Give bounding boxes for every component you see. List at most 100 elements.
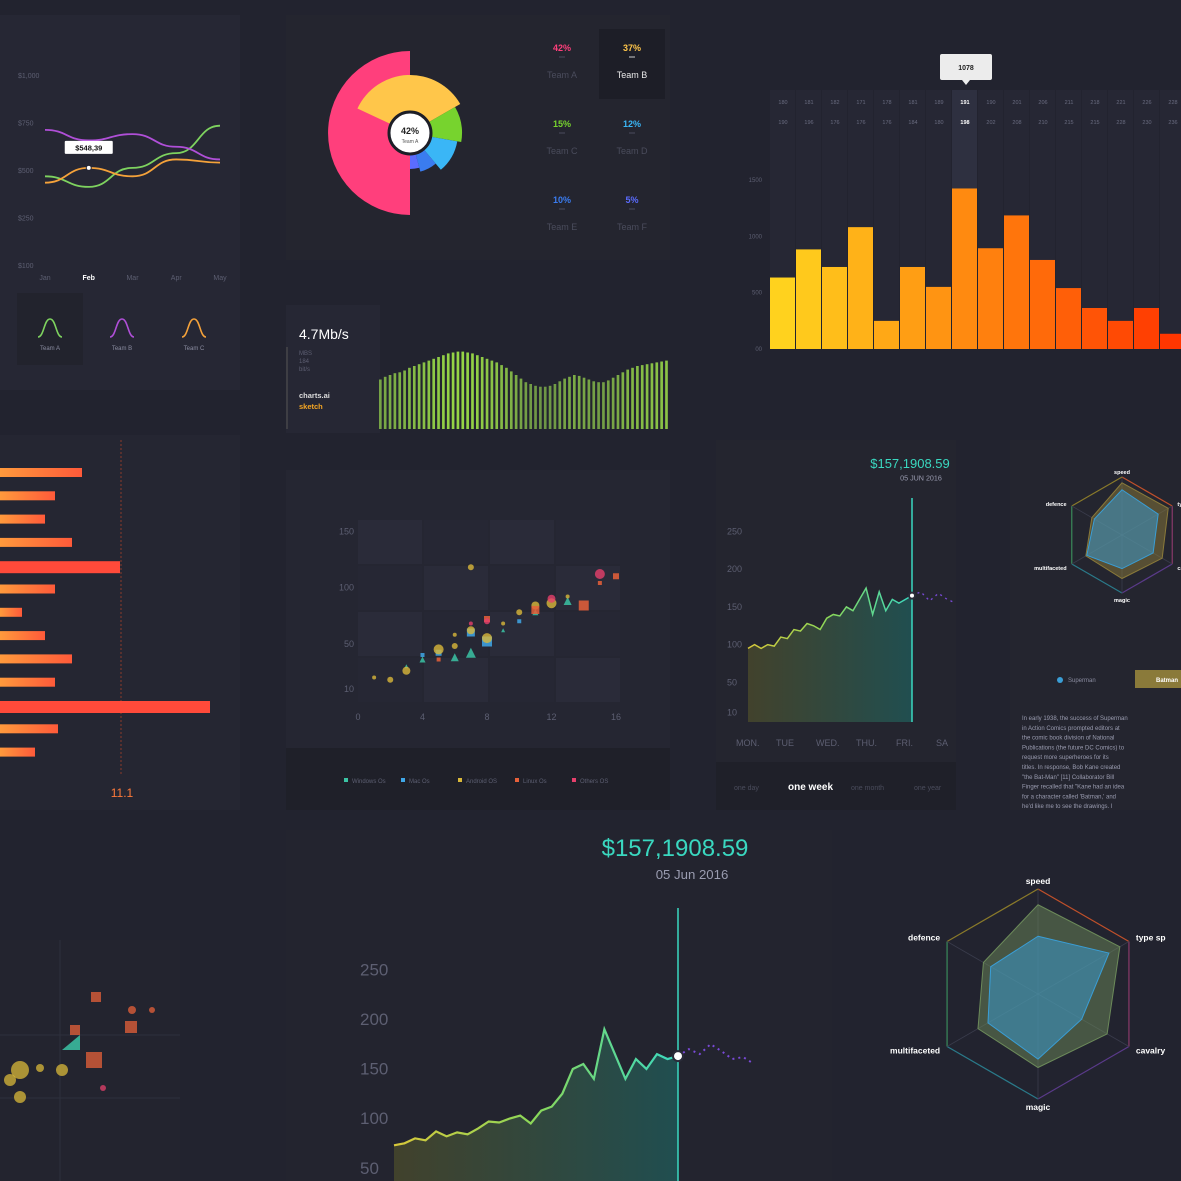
- speed-line: 184: [299, 359, 310, 365]
- bar: [978, 248, 1003, 349]
- legend-name: Team B: [617, 70, 648, 80]
- top-label: 228: [1168, 100, 1177, 106]
- legend-swatch: [401, 778, 405, 782]
- y-tick-label: 00: [755, 347, 762, 353]
- speed-bar: [587, 379, 591, 429]
- x-tick-label: SA: [936, 738, 948, 748]
- x-tick-label: TUE: [776, 738, 794, 748]
- scatter-point: [14, 1091, 26, 1103]
- hbar: [0, 631, 45, 641]
- bottom-label: 210: [1038, 120, 1047, 126]
- top-label: 201: [1012, 100, 1021, 106]
- hbar: [0, 468, 82, 477]
- grid-cell: [424, 566, 488, 610]
- top-label: 171: [856, 100, 865, 106]
- grid-cell: [490, 520, 554, 564]
- grid-cell: [556, 612, 620, 656]
- description-line: "the Bat-Man" [11] Collaborator Bill: [1022, 775, 1114, 781]
- scatter-point: [62, 1035, 80, 1050]
- speed-bar: [577, 375, 581, 429]
- speed-bar: [655, 362, 659, 429]
- speed-bar: [403, 370, 406, 429]
- series-line-team-b: [44, 128, 221, 161]
- top-label: 211: [1065, 100, 1074, 106]
- grid-cell: [358, 612, 422, 656]
- radar-edge: [1037, 888, 1130, 943]
- bar: [1004, 215, 1029, 349]
- legend-name: Team F: [617, 222, 648, 232]
- speed-bar: [534, 385, 537, 429]
- scatter-point: [465, 647, 476, 658]
- forecast-line: [911, 591, 956, 604]
- legend-swatch: [181, 318, 207, 338]
- grid-cell: [490, 566, 554, 610]
- bar: [952, 188, 977, 349]
- scatter-point: [516, 609, 523, 616]
- speed-bar: [524, 382, 528, 429]
- speed-bar: [490, 360, 494, 429]
- scatter-point: [420, 653, 425, 657]
- speed-bar: [519, 378, 523, 429]
- y-tick-label: $100: [18, 263, 34, 270]
- pie-center-value: 42%: [401, 126, 419, 136]
- bottom-label: 184: [908, 120, 917, 126]
- x-tick-label: MON.: [736, 738, 760, 748]
- brand-sub: sketch: [299, 402, 323, 411]
- speed-bar: [422, 362, 426, 429]
- line-panel: $1,000 $750 $500 $250 $100 Jan Feb Mar Apr May $54…: [0, 15, 240, 390]
- legend-name: Team D: [616, 146, 648, 156]
- area-line: [747, 586, 913, 650]
- bar: [1082, 307, 1107, 349]
- line-chart: $1,000 $750 $500 $250 $100 Jan Feb Mar Apr May $54…: [17, 73, 227, 365]
- speed-bar: [383, 376, 387, 429]
- speed-bar: [456, 351, 460, 429]
- speed-bar: [606, 380, 610, 429]
- y-tick-label: 150: [360, 1060, 388, 1079]
- area-fill: [748, 588, 912, 722]
- scatter-zoom-chart: [0, 940, 180, 1181]
- legend-percent: 42%: [553, 43, 571, 53]
- tab-one-year: one year: [914, 785, 942, 792]
- series-line-team-a: [44, 124, 221, 188]
- top-label: 206: [1038, 100, 1047, 106]
- hbar: [0, 584, 55, 594]
- legend-card-active: [17, 293, 83, 365]
- speed-line: bit/s: [299, 367, 310, 373]
- speed-bar: [573, 375, 576, 429]
- grid-cell: [424, 658, 488, 702]
- legend-percent: 10%: [553, 195, 571, 205]
- speed-bar: [417, 364, 421, 429]
- y-tick-label: 250: [727, 527, 742, 537]
- bottom-label: 190: [778, 120, 787, 126]
- x-tick-label: Feb: [83, 275, 95, 282]
- scatter-point: [433, 644, 444, 655]
- area-fill: [394, 1029, 678, 1181]
- speed-bar: [480, 357, 484, 429]
- cursor-dot: [908, 591, 916, 600]
- hbar: [0, 677, 55, 687]
- speed-bar: [645, 364, 649, 429]
- radar-chart-big: speed type sp cavalry magic multifaceted defe…: [890, 876, 1166, 1112]
- description-line: In early 1938, the success of Superman: [1022, 716, 1128, 722]
- speed-bar: [640, 365, 644, 429]
- legend-name: Team A: [547, 70, 577, 80]
- speed-bar: [388, 375, 392, 429]
- column-bg: [1134, 90, 1159, 349]
- bottom-label: 176: [830, 120, 839, 126]
- speed-bar: [621, 372, 625, 429]
- top-label: 178: [882, 100, 891, 106]
- pie-panel: 42% Team A 42% Team A 37% Team B 15% Team C 12% T…: [286, 15, 670, 260]
- top-label: 189: [934, 100, 943, 106]
- hbar: [0, 654, 72, 664]
- y-tick-label: 100: [727, 640, 742, 650]
- speed-bar: [505, 367, 508, 429]
- grid-cell: [556, 520, 620, 564]
- legend-label: Linux Os: [523, 779, 547, 785]
- speed-bar: [602, 382, 605, 429]
- legend-label: Superman: [1068, 678, 1096, 684]
- legend-percent: 37%: [623, 43, 641, 53]
- tooltip-pointer: [962, 80, 970, 85]
- scatter-point: [451, 643, 458, 649]
- legend-label: Team C: [184, 346, 205, 352]
- description-line: titles. In response, Bob Kane created: [1022, 765, 1120, 771]
